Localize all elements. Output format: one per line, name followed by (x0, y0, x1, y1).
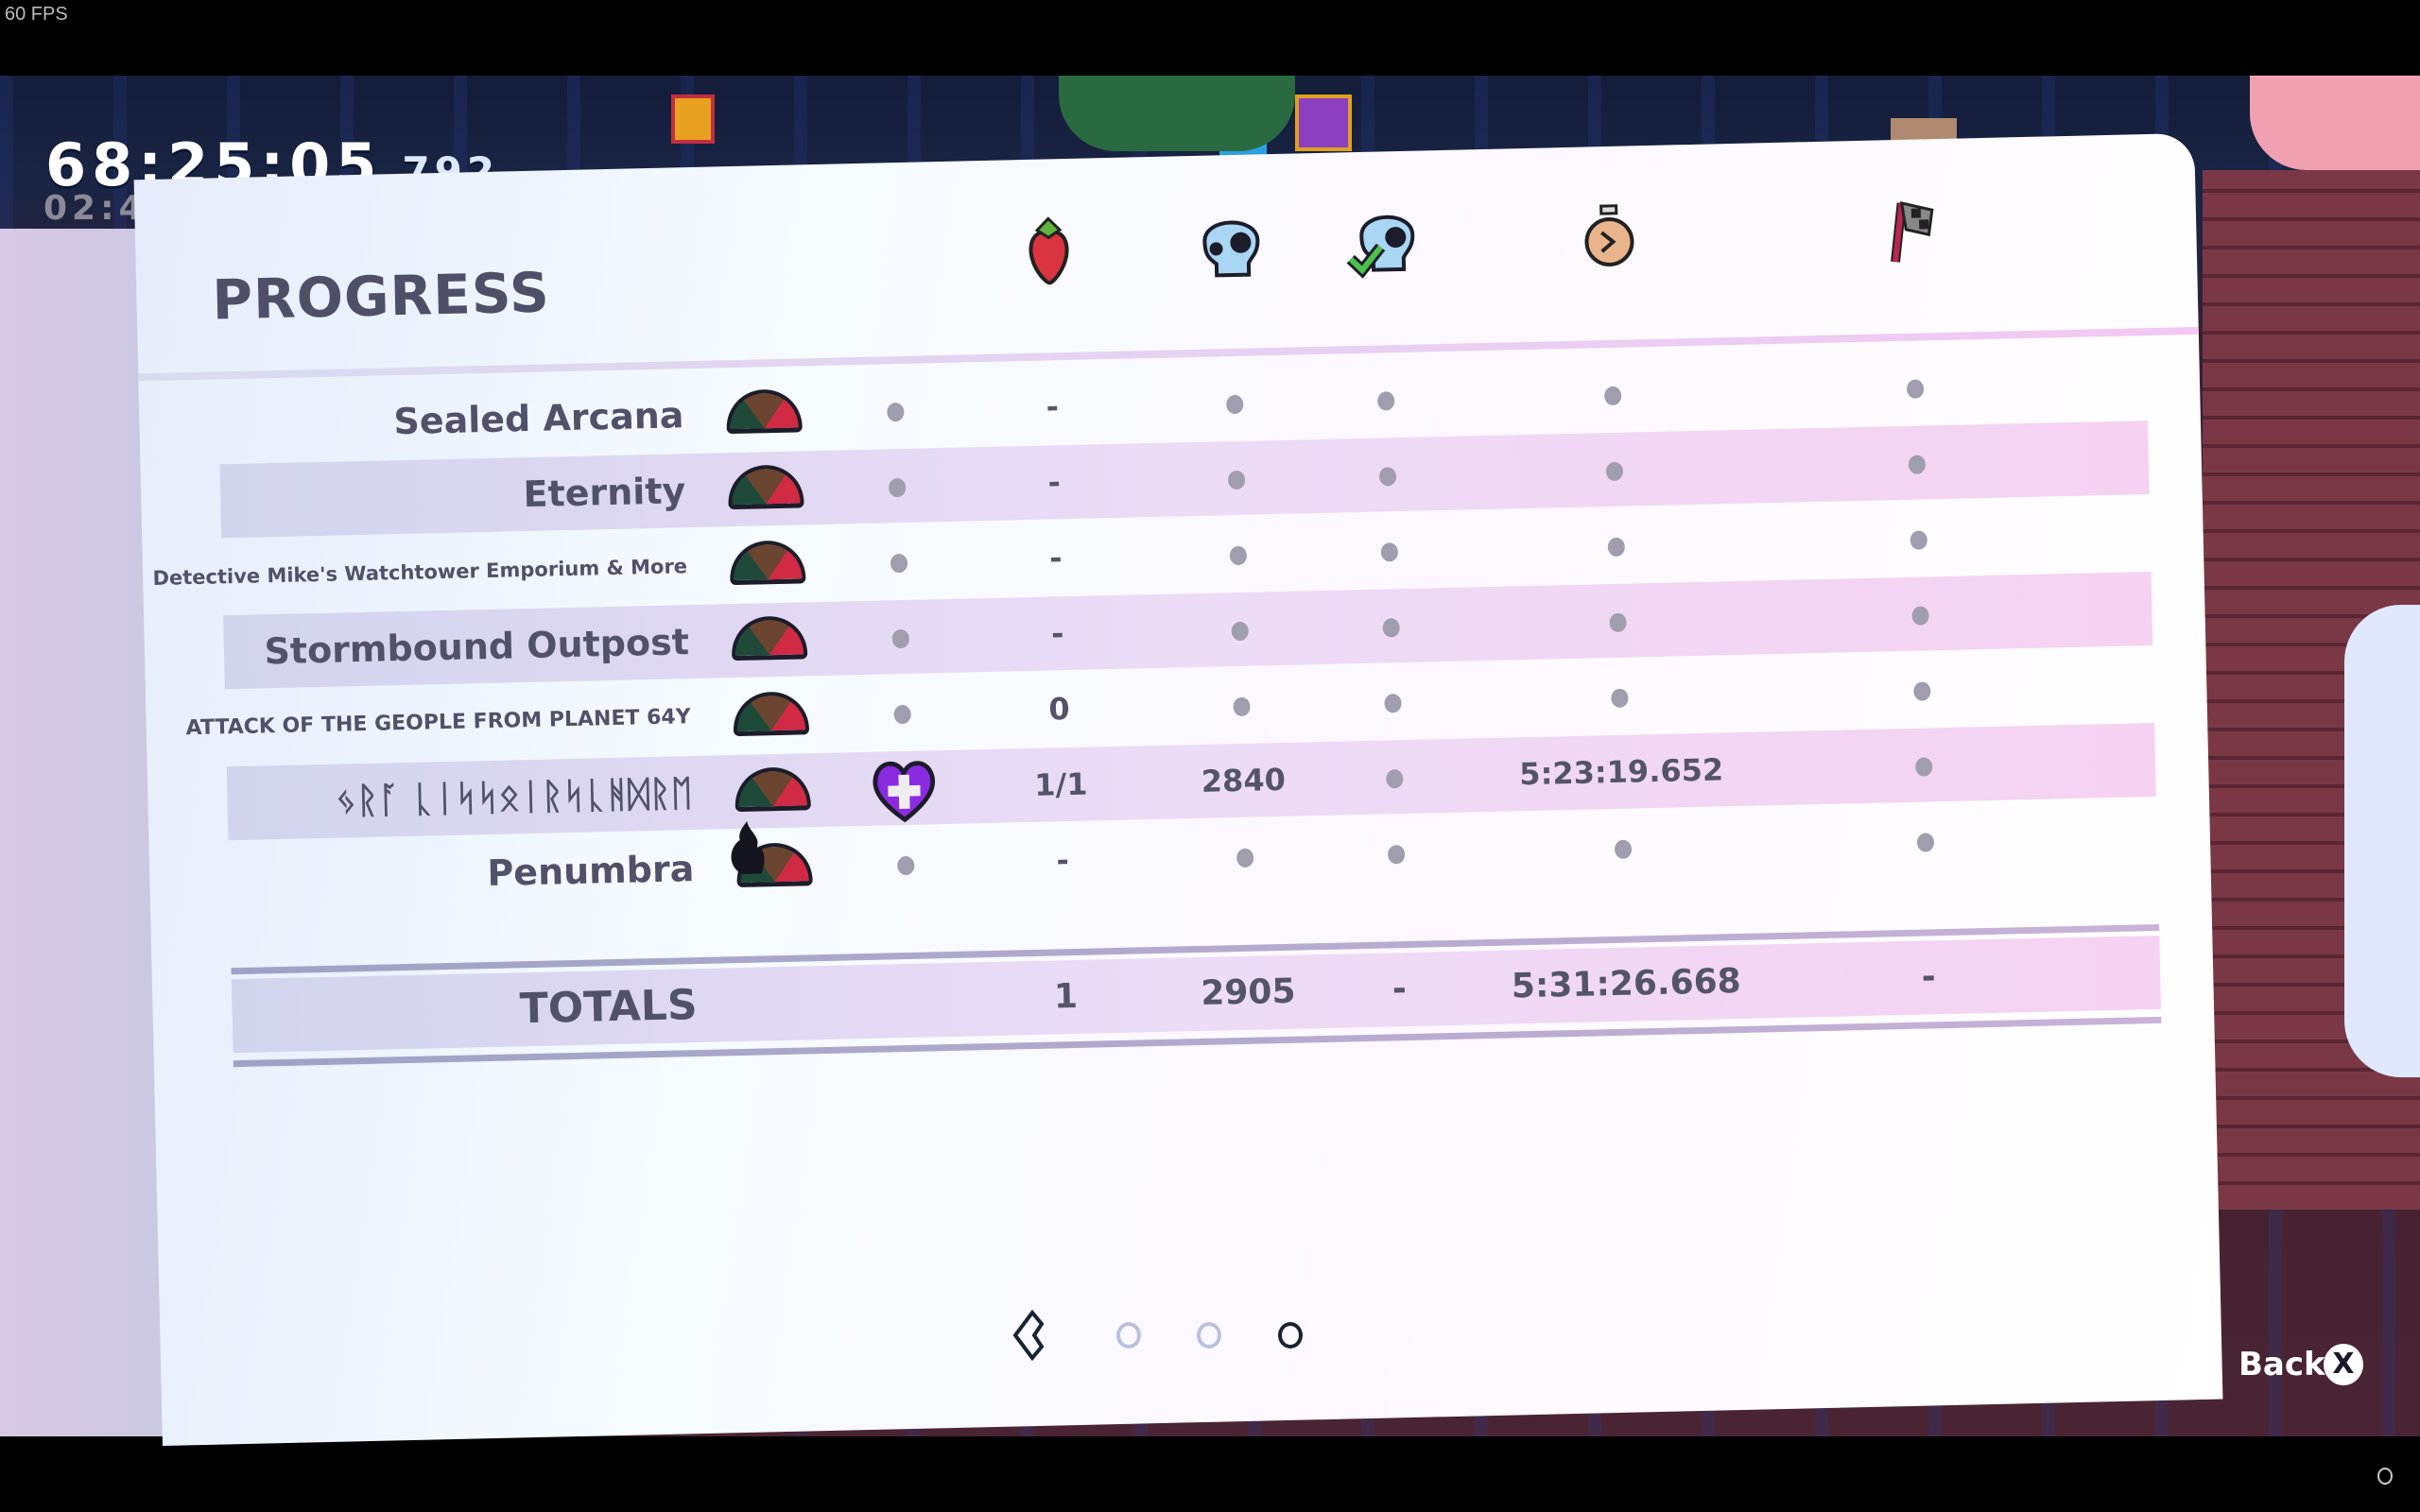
stat-value: 0 (1047, 691, 1071, 728)
empty-dot-icon (1916, 803, 1935, 877)
totals-label: TOTALS (519, 981, 699, 1034)
empty-dot-icon (1229, 517, 1248, 591)
empty-dot-icon (886, 373, 905, 447)
difficulty-gauge-icon (733, 691, 810, 737)
stat-value: 2905 (1200, 971, 1296, 1013)
empty-dot-icon (1384, 664, 1403, 738)
stat-value: - (1046, 388, 1060, 425)
difficulty-gauge-icon (734, 766, 811, 813)
level-name: Detective Mike's Watchtower Emporium & M… (152, 555, 688, 590)
skull-check-icon (1344, 202, 1422, 280)
page-dot-3-active[interactable] (1278, 1322, 1303, 1349)
stat-value: - (1056, 842, 1070, 879)
stat-value: - (1050, 615, 1064, 652)
level-row[interactable]: ᛃᚱᚪ ᚳᛁᛋᛋᛟᛁᚱᛋᚳᚻᛞᚱᛖ 1/1 2840 5:23:19.652 (226, 722, 2156, 841)
level-name: Sealed Arcana (392, 394, 684, 443)
empty-dot-icon (890, 524, 908, 598)
empty-dot-icon (1225, 366, 1244, 439)
stat-value: - (1047, 464, 1062, 501)
stat-value: - (1392, 970, 1408, 1009)
empty-dot-icon (1611, 660, 1630, 733)
difficulty-gauge-icon (729, 540, 806, 586)
empty-dot-icon (1912, 652, 1931, 726)
empty-dot-icon (1382, 589, 1401, 662)
empty-dot-icon (896, 827, 915, 901)
difficulty-gauge-icon (727, 464, 804, 510)
empty-dot-icon (1231, 593, 1250, 666)
recording-indicator-icon (2377, 1468, 2393, 1485)
empty-dot-icon (1609, 584, 1628, 658)
strawberry-icon (1011, 211, 1088, 288)
back-label[interactable]: Back (2238, 1346, 2325, 1383)
stat-value: 1 (1053, 976, 1079, 1017)
empty-dot-icon (1376, 362, 1395, 436)
checkered-flag-icon (1873, 191, 1950, 268)
difficulty-gauge-flame-icon (731, 820, 813, 888)
empty-dot-icon (1910, 501, 1928, 575)
empty-dot-icon (1236, 819, 1254, 893)
stat-value: 5:31:26.668 (1511, 961, 1742, 1006)
level-name: Penumbra (486, 848, 695, 895)
empty-dot-icon (1605, 433, 1624, 507)
stat-value: - (1048, 540, 1063, 576)
empty-dot-icon (1614, 811, 1633, 885)
empty-dot-icon (1387, 816, 1406, 889)
heart-gem-icon (868, 752, 942, 828)
progress-panel: PROGRESS Sealed Arcana - Eternity - Detectiv… (133, 132, 2223, 1447)
difficulty-gauge-icon (731, 615, 808, 662)
page-dot-2[interactable] (1197, 1322, 1221, 1349)
empty-dot-icon (1607, 508, 1626, 582)
empty-dot-icon (1908, 425, 1927, 499)
fps-counter: 60 FPS (5, 4, 68, 25)
level-name: ᛃᚱᚪ ᚳᛁᛋᛋᛟᛁᚱᛋᚳᚻᛞᚱᛖ (335, 772, 693, 822)
empty-dot-icon (1385, 740, 1404, 814)
empty-dot-icon (1380, 513, 1399, 587)
level-name: ATTACK OF THE GEOPLE FROM PLANET 64Y (185, 705, 691, 741)
page-navigation (0, 1309, 2420, 1366)
empty-dot-icon (1603, 357, 1622, 431)
empty-dot-icon (1911, 576, 1930, 650)
empty-dot-icon (1914, 728, 1933, 801)
page-dot-1[interactable] (1116, 1322, 1141, 1349)
empty-dot-icon (893, 676, 912, 749)
level-name: Stormbound Outpost (264, 621, 690, 673)
stat-value: 1/1 (1033, 765, 1088, 803)
stat-value: - (1921, 957, 1937, 997)
previous-page-arrow-icon[interactable] (1008, 1309, 1049, 1362)
empty-dot-icon (1227, 441, 1246, 515)
difficulty-gauge-icon (725, 388, 803, 435)
empty-dot-icon (1233, 668, 1252, 742)
totals-row: TOTALS 1 2905 - 5:31:26.668 - (231, 935, 2162, 1054)
level-row[interactable]: Penumbra - (229, 799, 2158, 916)
back-button-x-icon[interactable]: X (2324, 1344, 2363, 1385)
stat-value: 2840 (1201, 761, 1287, 799)
stopwatch-icon (1570, 198, 1648, 275)
skull-icon (1193, 206, 1270, 284)
empty-dot-icon (1378, 438, 1397, 511)
stat-value: 5:23:19.652 (1518, 751, 1724, 793)
level-name: Eternity (523, 470, 686, 516)
empty-dot-icon (1906, 350, 1925, 423)
empty-dot-icon (888, 449, 907, 523)
empty-dot-icon (891, 600, 910, 674)
page-title: PROGRESS (211, 260, 551, 333)
